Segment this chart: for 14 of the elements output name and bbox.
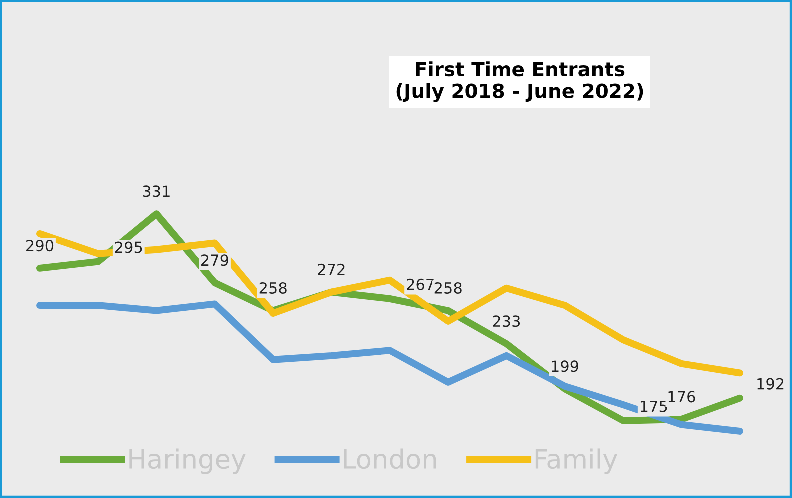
data-label: 267 (407, 278, 434, 290)
data-label: 176 (668, 391, 696, 403)
data-label: 175 (640, 401, 668, 412)
data-label: 272 (318, 264, 345, 276)
chart-title: First Time Entrants (July 2018 - June 2022) (396, 62, 644, 102)
data-label: 295 (115, 242, 142, 254)
data-label: 233 (493, 316, 520, 328)
data-label: 199 (552, 360, 579, 372)
data-label: 290 (26, 240, 54, 252)
data-label: 258 (260, 282, 287, 294)
data-label: 279 (202, 254, 229, 266)
data-label: 258 (434, 282, 462, 294)
data-label: 192 (758, 378, 784, 390)
data-label: 331 (143, 186, 170, 198)
